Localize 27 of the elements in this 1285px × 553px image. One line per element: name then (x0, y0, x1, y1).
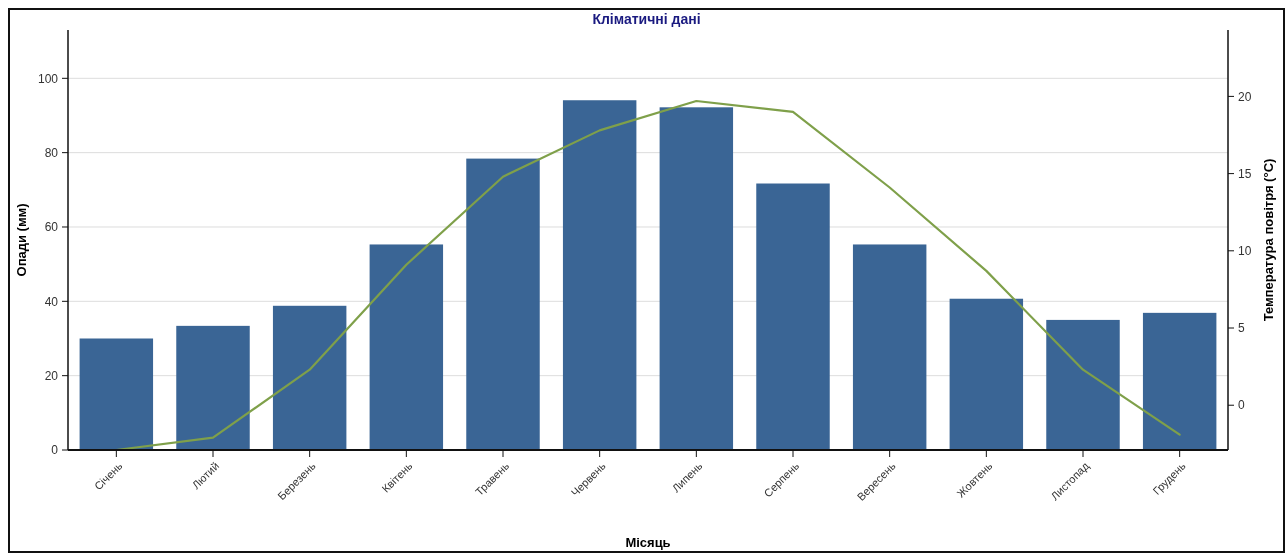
y2-tick-label: 5 (1238, 321, 1245, 336)
y2-tick-label: 0 (1238, 398, 1245, 413)
y2-tick-label: 20 (1238, 89, 1252, 104)
bar (176, 325, 250, 450)
bar (1046, 319, 1120, 450)
y-axis-title: Опади (мм) (14, 203, 29, 277)
x-axis-title: Місяць (625, 535, 671, 550)
bar (659, 107, 734, 450)
bar (1142, 312, 1217, 450)
y-tick-label: 60 (44, 220, 59, 235)
chart-title: Кліматичні дані (592, 11, 701, 27)
bar (466, 158, 540, 450)
bar (852, 244, 927, 450)
y-tick-label: 40 (44, 294, 59, 309)
y2-tick-label: 15 (1238, 166, 1252, 181)
y2-tick-label: 10 (1238, 244, 1252, 259)
bar (79, 338, 154, 450)
bar (272, 305, 347, 450)
bar (369, 244, 444, 450)
y-tick-label: 80 (44, 145, 59, 160)
y-tick-label: 0 (51, 443, 59, 458)
y-tick-label: 100 (37, 71, 59, 86)
y-tick-label: 20 (44, 368, 59, 383)
bar (949, 298, 1024, 450)
bar (756, 183, 830, 450)
y2-axis-title: Температура повітря (°C) (1261, 158, 1276, 322)
bar (562, 100, 637, 450)
